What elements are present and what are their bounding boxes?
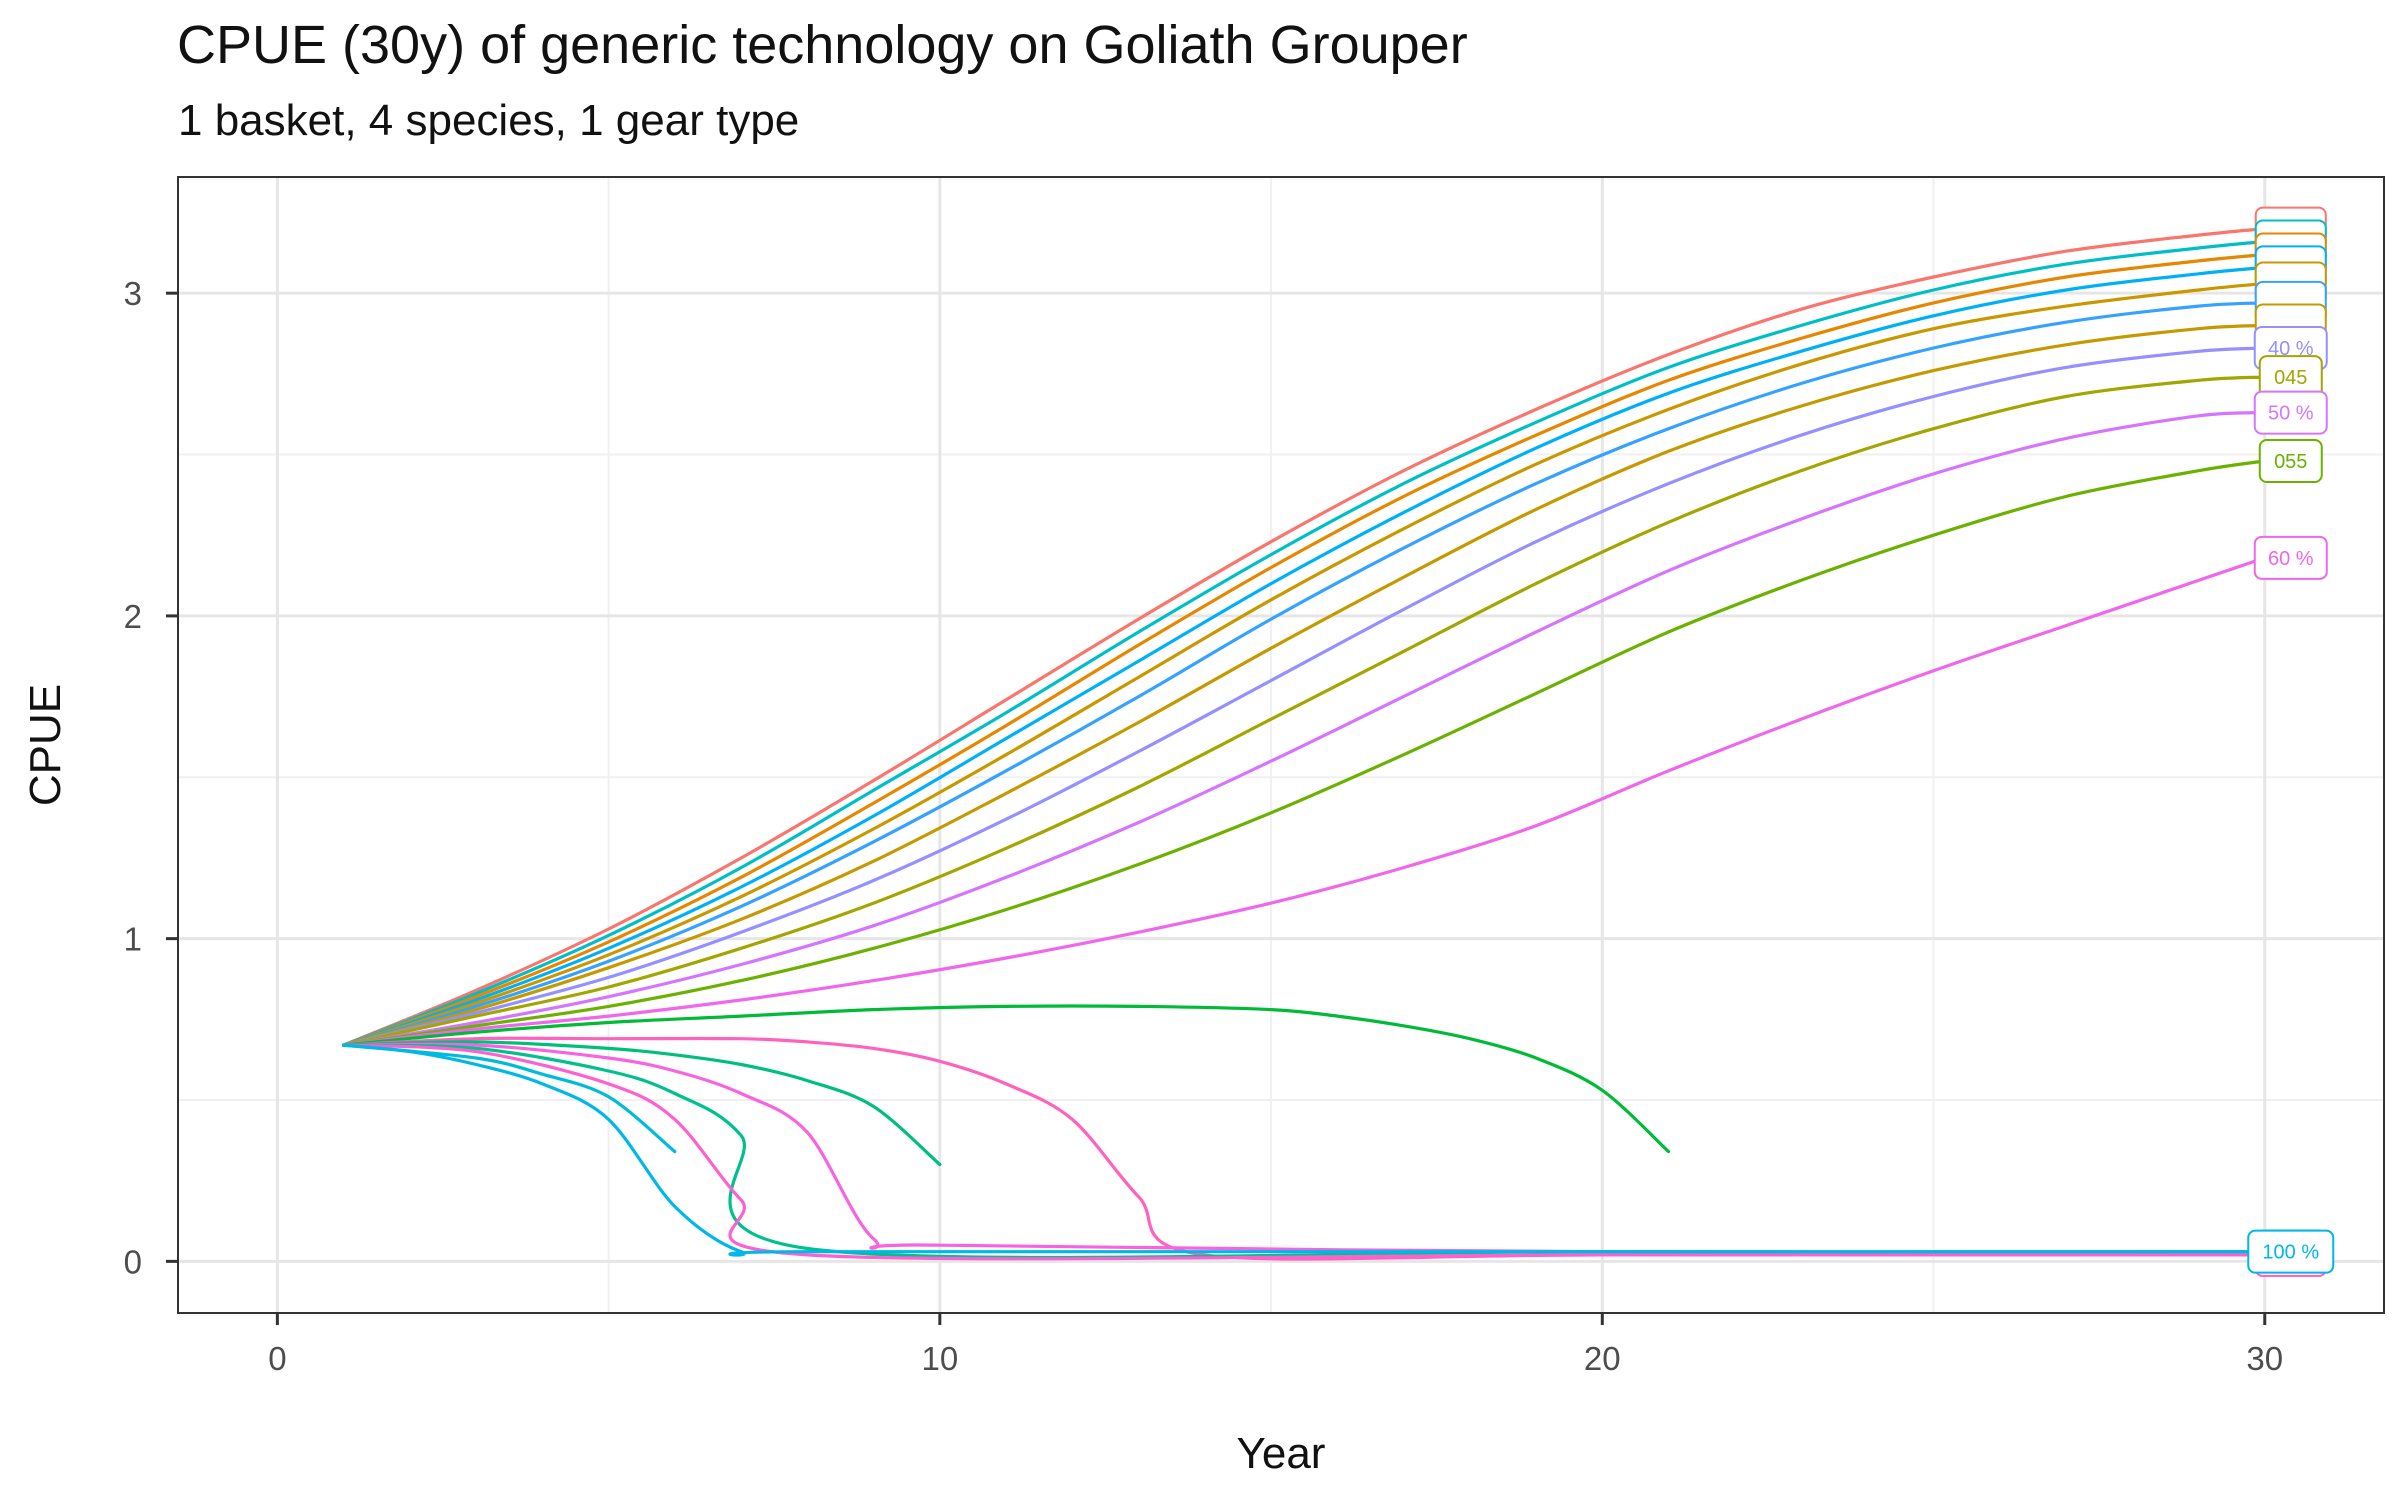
chart-subtitle: 1 basket, 4 species, 1 gear type [178,96,800,145]
series-line-12 [342,556,2267,1047]
chart-title: CPUE (30y) of generic technology on Goli… [177,15,1468,75]
end-label-text: 60 % [2268,548,2314,570]
series-lines [342,227,2267,1261]
end-label-box [2258,439,2323,483]
end-labels: 40 % 045 50 % 055 60 % 100 % [2247,206,2335,1277]
series-line-1 [342,227,2267,1047]
x-tick-label: 10 [921,1340,958,1377]
series-line-9 [342,375,2267,1047]
y-tick-label: 0 [124,1243,142,1280]
series-line-4 [342,265,2267,1047]
axes: 0 10 20 30 0 1 2 3 [124,275,2283,1377]
series-line-20 [342,1043,2267,1257]
x-tick-label: 0 [268,1340,286,1377]
plot-panel-border [177,176,2385,1314]
end-label-box [2253,535,2328,580]
series-line-3 [342,252,2267,1047]
y-tick-label: 2 [124,598,142,635]
end-label-11: 055 [2258,439,2323,483]
series-line-6 [342,301,2267,1047]
series-line-8 [342,346,2267,1047]
end-label-box [2253,390,2328,435]
grid [178,177,2384,1313]
end-label-text: 40 % [2268,338,2314,360]
end-label-10: 50 % [2253,390,2328,435]
y-tick-label: 3 [124,275,142,312]
end-label-text: 50 % [2268,403,2314,425]
series-line-17 [342,1043,2267,1260]
end-label-text: 045 [2274,367,2307,389]
x-tick-label: 20 [1584,1340,1621,1377]
end-label-20: 100 % [2247,1229,2335,1274]
y-axis-title: CPUE [21,684,70,806]
end-label-text: 100 % [2262,1242,2319,1264]
y-tick-label: 1 [124,921,142,958]
series-line-15 [342,1040,942,1167]
end-label-box [2247,1229,2335,1274]
x-axis-title: Year [1237,1429,1326,1478]
series-line-11 [342,459,2267,1047]
x-tick-label: 30 [2246,1340,2283,1377]
end-label-text: 055 [2274,451,2307,473]
series-line-18 [342,1043,2267,1261]
end-label-12: 60 % [2253,535,2328,580]
series-line-13 [342,1004,1671,1154]
end-label-9: 045 [2258,355,2323,400]
series-line-2 [342,239,2267,1047]
series-line-7 [342,323,2267,1047]
series-line-10 [342,411,2267,1047]
series-line-5 [342,281,2267,1047]
